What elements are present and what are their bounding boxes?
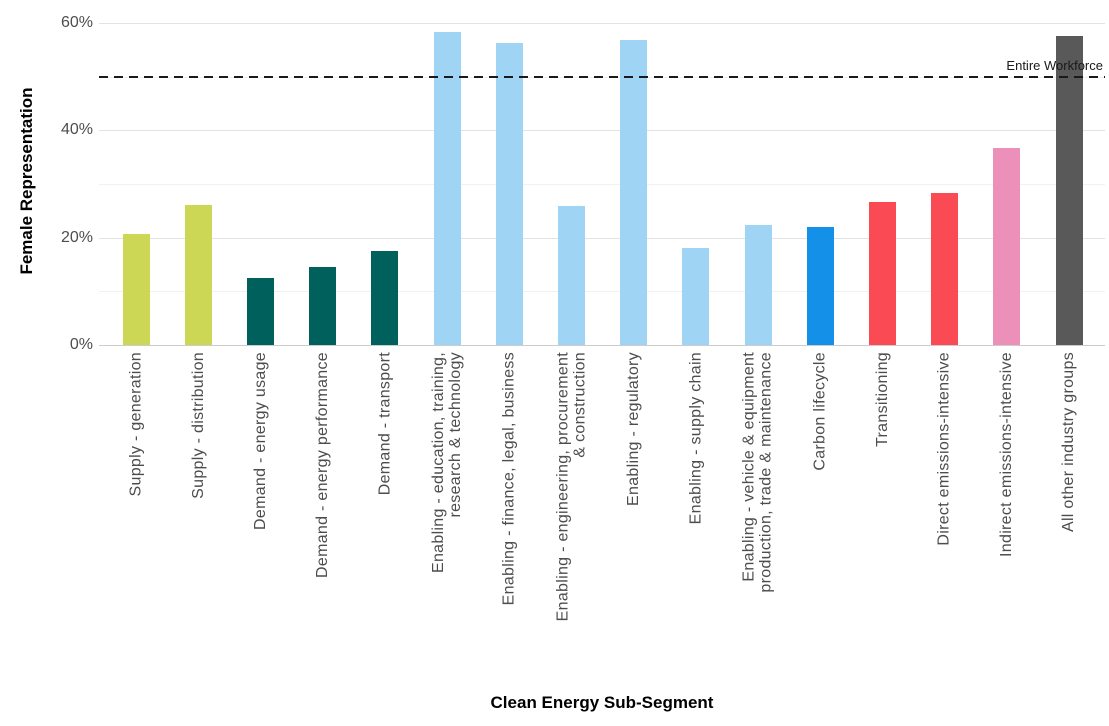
x-tick-label: Enabling - vehicle & equipment productio… (741, 352, 775, 593)
bar (557, 206, 585, 345)
x-tick-label: Enabling - supply chain (687, 352, 705, 525)
x-axis-title: Clean Energy Sub-Segment (490, 693, 714, 712)
bar (246, 278, 274, 345)
bar (309, 267, 337, 345)
bar (806, 227, 834, 345)
bar (122, 233, 150, 345)
bar (184, 205, 212, 345)
reference-line-label: Entire Workforce (1006, 57, 1103, 73)
x-tick-label: Supply - generation (127, 352, 145, 497)
bar (433, 32, 461, 345)
x-tick-label: Carbon lifecycle (811, 352, 829, 471)
gridline-major (99, 23, 1105, 24)
y-axis-title: Female Representation (17, 87, 36, 275)
bar (868, 202, 896, 345)
bar (744, 224, 772, 345)
bar (620, 40, 648, 345)
reference-line (99, 75, 1105, 79)
x-tick-label: Indirect emissions-intensive (998, 352, 1016, 557)
bar (495, 43, 523, 345)
y-tick-label: 40% (60, 121, 93, 139)
gridline-minor (99, 291, 1105, 293)
x-tick-label: Supply - distribution (189, 352, 207, 499)
bar (993, 148, 1021, 345)
x-tick-label: Demand - transport (376, 352, 394, 496)
x-tick-label: Enabling - finance, legal, business (500, 352, 518, 606)
gridline-major (99, 130, 1105, 132)
x-tick-label: Demand - energy usage (251, 352, 269, 530)
x-tick-label: Enabling - engineering, procurement & co… (554, 352, 589, 622)
x-tick-label: Enabling - regulatory (625, 352, 643, 506)
x-tick-label: Demand - energy performance (314, 352, 332, 578)
gridline-major (99, 237, 1105, 239)
x-tick-label: Direct emissions-intensive (936, 352, 954, 546)
gridline-minor (99, 184, 1105, 185)
bar (931, 193, 959, 345)
y-tick-label: 0% (69, 336, 93, 353)
bar (682, 248, 710, 345)
gridline-major (99, 345, 1105, 346)
y-tick-label: 20% (60, 228, 93, 246)
x-tick-label: Enabling - education, training, research… (430, 352, 464, 573)
bar (1055, 36, 1083, 345)
y-tick-label: 60% (60, 14, 93, 31)
bar (371, 250, 399, 345)
x-tick-label: Transitioning (873, 352, 891, 447)
x-tick-label: All other industry groups (1060, 352, 1078, 533)
